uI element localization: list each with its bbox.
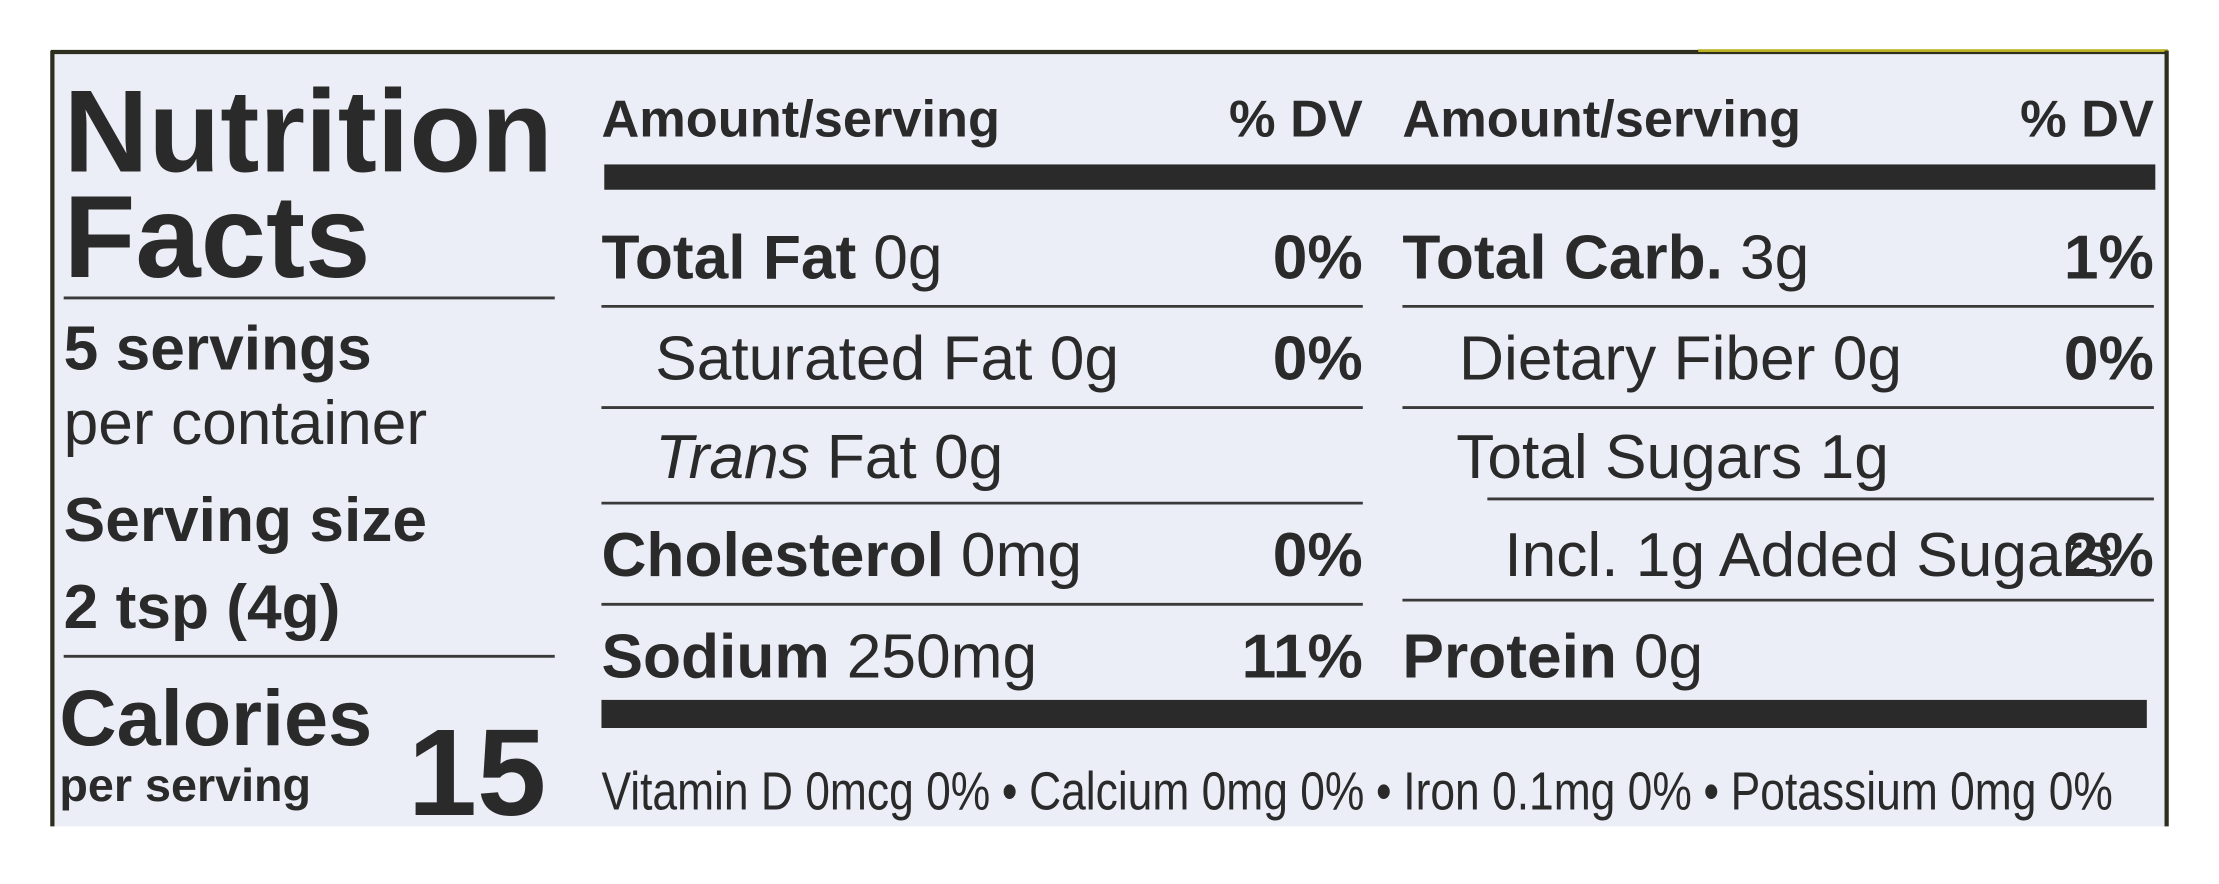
calories-label: Calories <box>59 674 372 762</box>
footer-separator: • <box>1376 762 1392 822</box>
nutrient-text: Dietary Fiber 0g <box>1459 325 1902 394</box>
nutrient-amount: 0mg <box>961 521 1082 590</box>
nutrient-row: Sodium 250mg <box>601 623 1037 692</box>
footer-item: Potassium 0mg 0% <box>1731 762 2113 822</box>
nutrient-italic: Trans <box>655 423 810 492</box>
calories-value: 15 <box>408 705 547 843</box>
thick-rule <box>601 699 2147 728</box>
daily-value: 11% <box>1242 623 1363 692</box>
column-header: Amount/serving <box>1402 90 1800 148</box>
title-line: Facts <box>64 171 371 302</box>
nutrient-row: Incl. 1g Added Sugars <box>1504 521 2113 590</box>
nutrient-text: Saturated Fat 0g <box>655 325 1119 394</box>
nutrient-row: Saturated Fat 0g <box>655 325 1119 394</box>
footer-item: Iron 0.1mg 0% <box>1403 762 1692 822</box>
nutrient-text: Incl. 1g Added Sugars <box>1504 521 2113 590</box>
nutrient-amount: 0g <box>873 223 942 292</box>
nutrient-amount: 250mg <box>847 623 1037 692</box>
servings-line: per container <box>64 389 427 458</box>
footer-separator: • <box>1703 762 1719 822</box>
column-header: Amount/serving <box>601 90 999 148</box>
nutrient-row: Trans Fat 0g <box>655 423 1003 492</box>
column-header: % DV <box>1229 90 1363 148</box>
nutrient-name: Total Fat <box>601 223 856 292</box>
nutrient-name: Cholesterol <box>601 521 944 590</box>
daily-value: 0% <box>1273 223 1363 292</box>
nutrient-name: Total Carb. <box>1402 223 1723 292</box>
column-header: % DV <box>2020 90 2154 148</box>
nutrient-amount: 0g <box>1634 623 1703 692</box>
nutrient-text: Fat 0g <box>827 423 1004 492</box>
footer-item: Vitamin D 0mcg 0% <box>601 762 990 822</box>
nutrient-row: Cholesterol 0mg <box>601 521 1082 590</box>
footer-item: Calcium 0mg 0% <box>1029 762 1364 822</box>
footer-separator: • <box>1002 762 1018 822</box>
nutrient-row: Dietary Fiber 0g <box>1459 325 1902 394</box>
calories-sublabel: per serving <box>59 759 311 811</box>
daily-value: 0% <box>2064 325 2154 394</box>
thick-rule <box>604 164 2156 190</box>
nutrient-text: Total Sugars 1g <box>1456 423 1889 492</box>
nutrient-row: Protein 0g <box>1402 623 1703 692</box>
footer: Vitamin D 0mcg 0%• Calcium 0mg 0%• Iron 0.… <box>601 762 2112 822</box>
daily-value: 0% <box>1273 521 1363 590</box>
nutrient-amount: 3g <box>1740 223 1809 292</box>
nutrient-name: Sodium <box>601 623 829 692</box>
servings-line: 5 servings <box>64 315 372 384</box>
daily-value: 1% <box>2064 223 2154 292</box>
nutrient-row: Total Sugars 1g <box>1456 423 1889 492</box>
serving-size-label: Serving size <box>64 486 427 555</box>
serving-size-value: 2 tsp (4g) <box>64 573 341 642</box>
title-line: Nutrition <box>64 66 553 197</box>
nutrient-row: Total Carb. 3g <box>1402 223 1809 292</box>
daily-value: 0% <box>1273 325 1363 394</box>
nutrient-row: Total Fat 0g <box>601 223 942 292</box>
nutrient-name: Protein <box>1402 623 1616 692</box>
daily-value: 2% <box>2064 521 2154 590</box>
